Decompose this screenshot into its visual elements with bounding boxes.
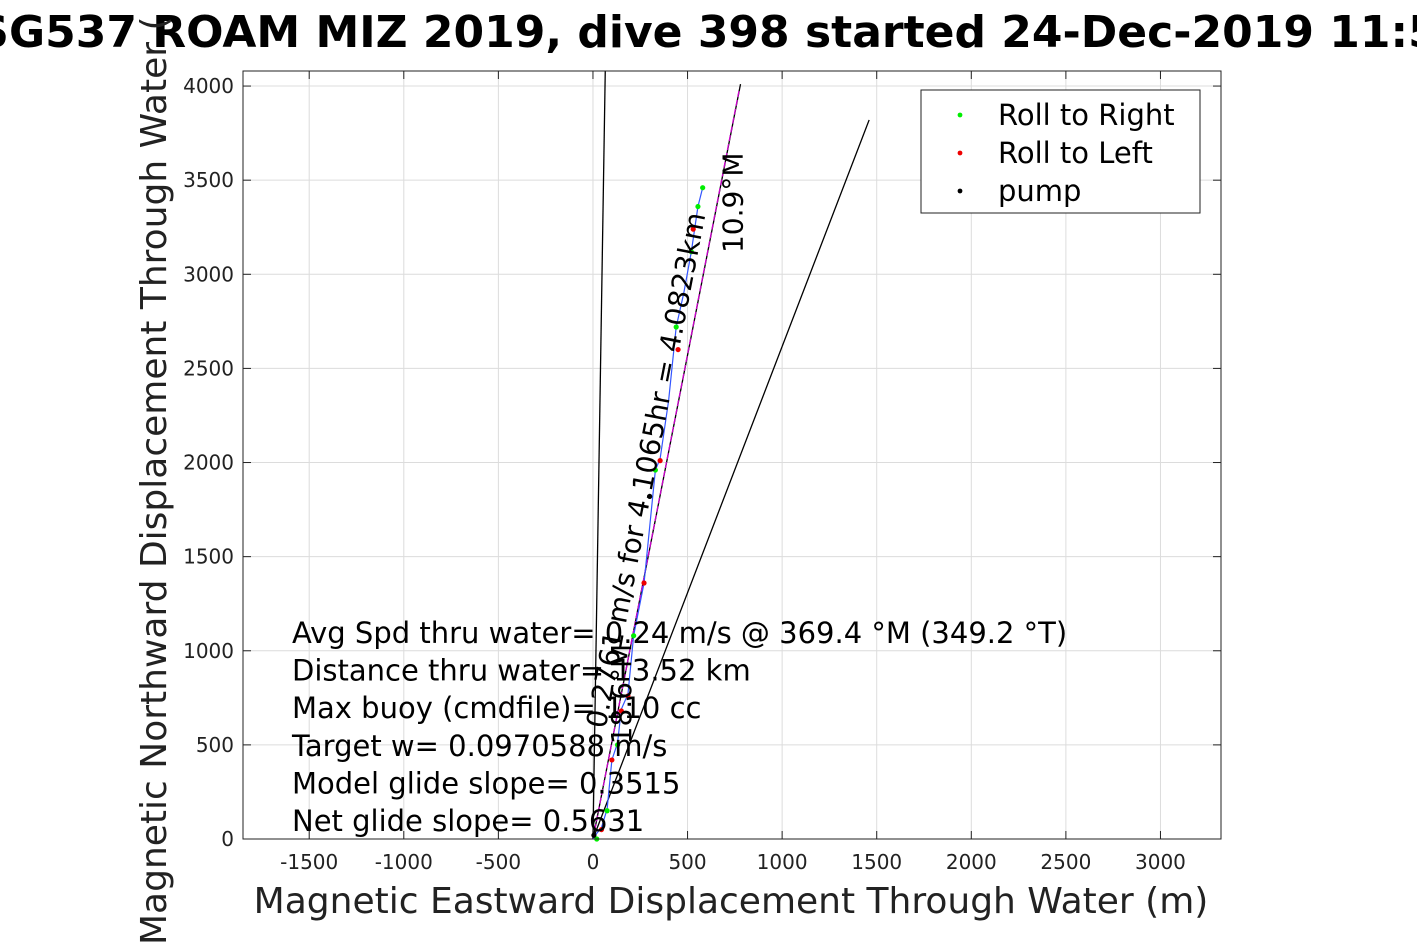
y-tick-label: 3500 [183,168,234,192]
x-tick-label: 3000 [1135,850,1186,874]
roll-to-right-legend-label: Roll to Right [998,98,1175,132]
reference-lines [592,70,870,840]
roll-to-left-point [690,226,696,232]
stats-text: Avg Spd thru water= 0.24 m/s @ 369.4 °M … [291,616,1067,838]
roll-to-right-point [604,808,610,814]
x-tick-label: -1500 [280,850,338,874]
chart-title: SG537 ROAM MIZ 2019, dive 398 started 24… [0,7,1417,58]
x-tick-label: 2500 [1040,850,1091,874]
roll-to-left-point [598,826,605,833]
annotation-label: 10.9°M [716,153,749,254]
pump-legend-marker [957,188,963,194]
stats-line: Net glide slope= 0.5631 [292,804,644,838]
y-tick-label: 1500 [183,545,234,569]
stats-line: Max buoy (cmdfile)= 110 cc [292,691,701,725]
roll-to-left-point [609,757,615,763]
reference-line [592,70,606,840]
roll-to-right-point [688,249,694,255]
pump-point [647,493,653,500]
x-axis-label: Magnetic Eastward Displacement Through W… [254,881,1209,922]
grid [243,71,1221,840]
pump-point [591,832,597,838]
roll-to-left-point [675,346,681,353]
legend-box [920,89,1201,214]
x-tick-label: 0 [587,850,600,874]
roll-to-right-point [614,742,621,748]
y-tick-label: 3000 [183,262,234,286]
roll-to-right-point [631,633,637,639]
data-points [591,185,706,842]
x-tick-label: -500 [476,850,521,874]
y-tick-label: 2500 [183,356,234,380]
stats-line: Distance thru water= 13.52 km [292,654,751,688]
roll-to-right-point [673,324,679,330]
roll-to-right-point [700,185,706,191]
roll-to-left-legend-marker [957,150,963,156]
y-tick-label: 500 [196,733,234,757]
y-tick-label: 0 [221,827,234,851]
x-tick-label: 1500 [851,850,902,874]
plot-border [242,70,1222,840]
roll-to-right-point [695,203,701,210]
pump-legend-label: pump [998,174,1081,208]
x-tick-label: -1000 [375,850,433,874]
roll-to-left-point [641,580,647,586]
stats-line: Target w= 0.0970588 m/s [291,729,667,763]
x-tick-label: 500 [668,850,706,874]
y-tick-label: 1000 [183,639,234,663]
roll-to-right-legend-marker [957,112,963,118]
x-tick-label: 1000 [757,850,808,874]
reference-line [592,87,741,840]
y-tick-label: 4000 [183,74,234,98]
x-tick-label: 2000 [946,850,997,874]
y-axis-label: Magnetic Northward Displacement Through … [134,16,175,945]
stats-line: Avg Spd thru water= 0.24 m/s @ 369.4 °M … [292,616,1067,650]
reference-line [592,119,870,840]
roll-to-left-point [625,693,631,699]
roll-to-left-point [618,708,624,714]
roll-to-right-point [652,467,658,473]
y-tick-label: 2000 [183,451,234,475]
legend: Roll to Right Roll to Left pump [920,89,1201,214]
annotation-label: 18.6°M [605,644,638,745]
axis-ticks: -1500 -1000 -500 0 500 1000 1500 2000 2500 3000 0 5… [183,71,1221,874]
stats-line: Model glide slope= 0.3515 [292,766,680,800]
roll-to-left-point [657,458,663,464]
roll-to-left-legend-label: Roll to Left [998,136,1153,170]
